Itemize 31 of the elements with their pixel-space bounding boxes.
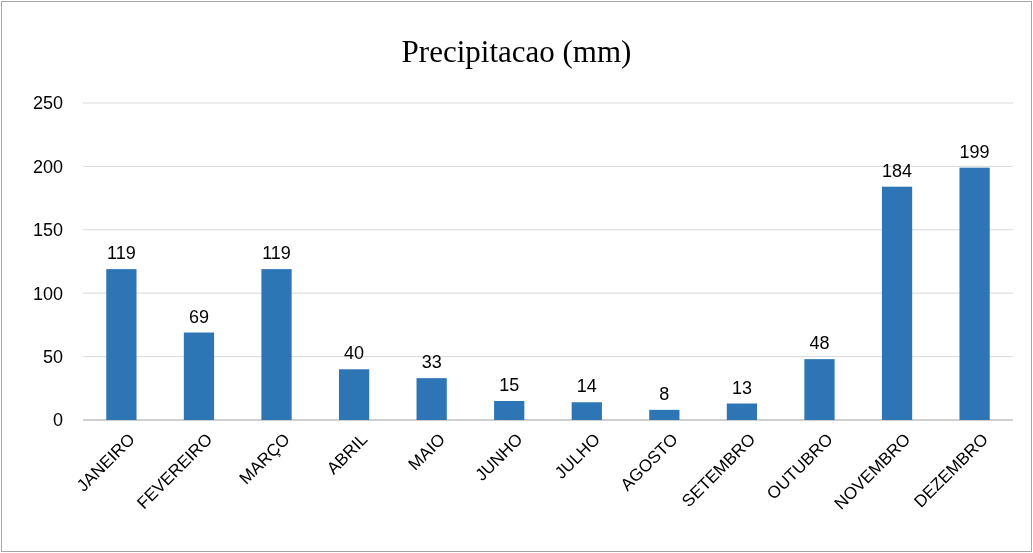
bar <box>261 269 292 420</box>
data-label: 40 <box>344 343 365 364</box>
y-tick-label: 0 <box>52 410 63 431</box>
data-label: 15 <box>499 374 520 395</box>
data-label: 199 <box>959 141 990 162</box>
bar <box>571 402 602 420</box>
y-tick-label: 200 <box>32 156 63 177</box>
bar <box>183 332 215 420</box>
y-tick-label: 250 <box>32 93 63 114</box>
data-label: 119 <box>262 243 291 264</box>
data-label: 48 <box>809 333 830 354</box>
data-label: 119 <box>107 243 136 264</box>
bar <box>106 269 137 420</box>
bar <box>804 359 835 420</box>
y-tick-label: 150 <box>32 220 63 241</box>
data-label: 13 <box>731 377 752 398</box>
data-label: 69 <box>188 306 209 327</box>
y-tick-label: 50 <box>42 346 63 367</box>
bar <box>881 186 913 420</box>
bar <box>726 403 758 420</box>
bar <box>959 167 990 420</box>
data-label: 14 <box>576 376 597 397</box>
chart-title: Precipitacao (mm) <box>401 34 632 69</box>
data-label: 33 <box>421 352 442 373</box>
y-tick-label: 100 <box>32 283 63 304</box>
bar <box>494 400 525 420</box>
bar <box>649 409 680 420</box>
bar <box>416 378 447 420</box>
data-label: 8 <box>659 383 670 404</box>
bar <box>338 369 370 420</box>
data-label: 184 <box>882 160 913 181</box>
